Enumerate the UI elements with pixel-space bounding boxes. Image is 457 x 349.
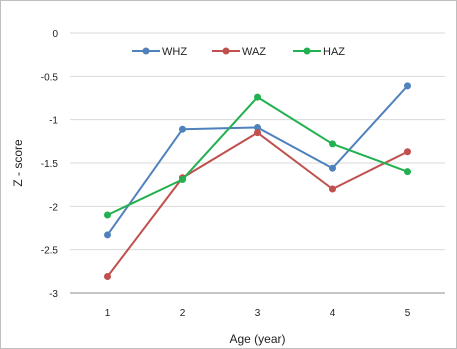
x-tick-label: 2 xyxy=(180,308,186,319)
x-tick-label: 3 xyxy=(255,308,261,319)
data-point-waz xyxy=(104,273,111,281)
data-point-whz xyxy=(179,125,186,133)
data-point-haz xyxy=(254,93,261,101)
x-tick-label: 1 xyxy=(105,308,111,319)
x-tick-label: 4 xyxy=(330,308,336,319)
legend-marker-waz xyxy=(222,47,230,55)
x-axis-label: Age (year) xyxy=(229,332,285,346)
gridlines xyxy=(70,32,445,251)
y-tick-label: -2 xyxy=(49,202,58,213)
y-axis-label: Z - score xyxy=(11,139,25,187)
data-point-waz xyxy=(254,129,261,137)
legend-label-waz: WAZ xyxy=(242,46,266,58)
y-tick-label: 0 xyxy=(52,29,58,40)
data-point-waz xyxy=(329,185,336,193)
data-point-whz xyxy=(404,82,411,90)
y-tick-label: -0.5 xyxy=(41,72,59,83)
data-point-haz xyxy=(179,175,186,183)
data-point-whz xyxy=(329,164,336,172)
y-tick-label: -1 xyxy=(49,116,58,127)
legend-marker-whz xyxy=(142,47,150,55)
series-group xyxy=(104,82,411,281)
legend-label-haz: HAZ xyxy=(323,46,345,58)
legend-label-whz: WHZ xyxy=(162,46,187,58)
data-point-whz xyxy=(104,231,111,239)
legend-marker-haz xyxy=(303,47,311,55)
legend: WHZ WAZ HAZ xyxy=(132,46,345,58)
x-tick-label: 5 xyxy=(405,308,411,319)
x-axis-ticks: 1 2 3 4 5 xyxy=(105,308,411,319)
y-axis-ticks: 0 -0.5 -1 -1.5 -2 -2.5 -3 xyxy=(41,29,59,300)
data-point-haz xyxy=(329,140,336,148)
data-point-whz xyxy=(254,123,261,131)
y-tick-label: -1.5 xyxy=(41,159,59,170)
data-point-waz xyxy=(404,148,411,156)
data-point-haz xyxy=(104,211,111,219)
y-tick-label: -3 xyxy=(49,289,58,300)
y-tick-label: -2.5 xyxy=(41,246,59,257)
data-point-haz xyxy=(404,168,411,176)
